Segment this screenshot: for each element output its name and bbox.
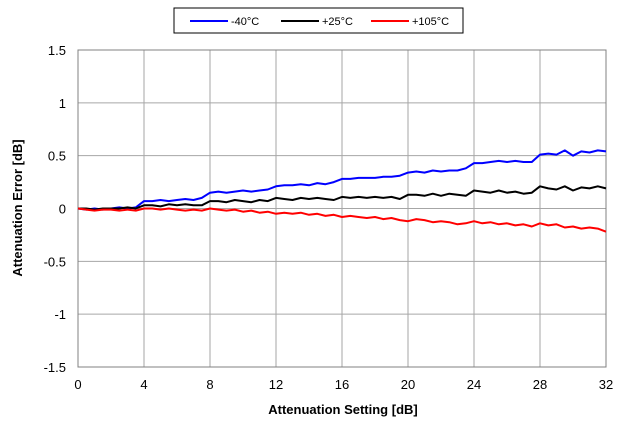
y-tick-label: 0.5	[48, 149, 66, 164]
x-tick-label: 16	[335, 377, 349, 392]
series-line	[77, 207, 607, 233]
series-line	[77, 149, 607, 211]
legend-label: -40°C	[231, 16, 259, 28]
x-tick-label: 8	[206, 377, 213, 392]
x-tick-labels: 0 4 8 12 16 20 24 28 32	[74, 377, 613, 392]
y-tick-label: 0	[59, 202, 66, 217]
x-tick-label: 24	[467, 377, 481, 392]
legend-label: +105°C	[412, 16, 449, 28]
y-tick-labels: 1.5 1 0.5 0 -0.5 -1 -1.5	[44, 43, 66, 375]
series-layer	[77, 149, 607, 233]
x-tick-label: 28	[533, 377, 547, 392]
y-tick-label: 1.5	[48, 43, 66, 58]
y-tick-label: -1	[54, 307, 66, 322]
legend: -40°C +25°C +105°C	[173, 7, 464, 34]
y-tick-label: -0.5	[44, 254, 66, 269]
legend-label: +25°C	[322, 16, 353, 28]
y-tick-label: 1	[59, 96, 66, 111]
x-tick-label: 20	[401, 377, 415, 392]
y-axis-title: Attenuation Error [dB]	[10, 139, 25, 276]
x-tick-label: 32	[599, 377, 613, 392]
series-line	[78, 185, 607, 211]
x-tick-label: 12	[269, 377, 283, 392]
y-tick-label: -1.5	[44, 360, 66, 375]
x-axis-title: Attenuation Setting [dB]	[268, 402, 417, 417]
x-tick-label: 4	[140, 377, 147, 392]
x-tick-label: 0	[74, 377, 81, 392]
